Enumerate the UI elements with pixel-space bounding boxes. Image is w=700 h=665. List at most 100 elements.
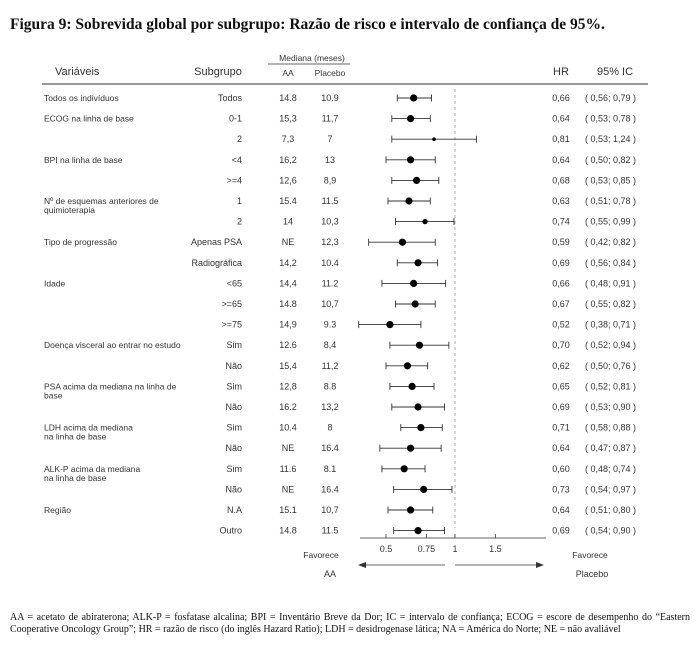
x-tick-label: 1.5 — [489, 544, 502, 554]
median-placebo: 11.5 — [322, 526, 339, 536]
ci-value: ( 0,51; 0,78 ) — [585, 196, 636, 206]
median-aa: 14,9 — [279, 320, 297, 330]
hr-value: 0,64 — [552, 443, 570, 453]
median-aa: 14.8 — [279, 526, 297, 536]
ci-value: ( 0,56; 0,79 ) — [585, 93, 636, 103]
median-placebo: 11,7 — [322, 114, 339, 124]
median-placebo: 13 — [325, 155, 335, 165]
placebo-header: Placebo — [315, 68, 346, 78]
hr-point — [408, 382, 416, 390]
variable-label: BPI na linha de base — [44, 155, 123, 165]
hr-value: 0,74 — [552, 217, 570, 227]
favors-aa-label: Favorece — [303, 550, 339, 560]
median-placebo: 13,2 — [321, 402, 339, 412]
ci-value: ( 0,48; 0,91 ) — [585, 278, 636, 288]
subgroup-label: 2 — [237, 134, 242, 144]
ci-value: ( 0,48; 0,74 ) — [585, 464, 636, 474]
median-aa: 7,3 — [282, 134, 295, 144]
hr-value: 0,70 — [552, 340, 570, 350]
x-tick-label: 0.5 — [380, 544, 393, 554]
subgroup-label: Todos — [218, 93, 243, 103]
median-aa: 15,4 — [279, 361, 297, 371]
hr-value: 0,65 — [552, 381, 570, 391]
hr-value: 0,63 — [552, 196, 570, 206]
median-aa: 14,4 — [279, 278, 297, 288]
median-placebo: 7 — [327, 134, 332, 144]
hr-point — [406, 444, 415, 452]
hr-value: 0,67 — [552, 299, 570, 309]
ci-value: ( 0,52; 0,94 ) — [585, 340, 636, 350]
variable-label: Região — [44, 505, 71, 515]
favors-aa-arrowhead — [358, 562, 366, 568]
variable-label: base — [44, 390, 63, 400]
variable-label: na linha de base — [44, 473, 107, 483]
subgroup-label: 0-1 — [229, 114, 242, 124]
hr-point — [413, 176, 421, 184]
hr-point — [405, 197, 413, 205]
median-aa: 10.4 — [279, 423, 297, 433]
forest-plot: Mediana (meses) Variáveis Subgrupo AA Pl… — [42, 53, 648, 579]
forest-rows: Todos os indivíduos Todos 14.8 10.9 0,66 ( 0,… — [44, 93, 636, 536]
subgroup-label: Não — [225, 402, 242, 412]
median-placebo: 10.9 — [321, 93, 339, 103]
variable-label: ECOG na linha de base — [44, 114, 134, 124]
x-tick-label: 0.75 — [418, 544, 436, 554]
median-aa: NE — [282, 484, 295, 494]
subgroup-label: Radiográfica — [191, 258, 242, 268]
hr-value: 0,69 — [552, 402, 570, 412]
subgroup-label: Outro — [219, 526, 242, 536]
hr-point — [403, 362, 412, 370]
median-placebo: 8.8 — [324, 381, 337, 391]
median-aa: 12.6 — [279, 340, 297, 350]
median-placebo: 8.1 — [324, 464, 337, 474]
subgroup-label: <4 — [232, 155, 242, 165]
median-aa: 15.1 — [279, 505, 297, 515]
hr-point — [386, 321, 394, 329]
hr-point — [398, 238, 407, 246]
hr-point — [420, 485, 428, 493]
ci-value: ( 0,58; 0,88 ) — [585, 423, 636, 433]
favors-placebo-label: Favorece — [572, 550, 608, 560]
ci-value: ( 0,55; 0,99 ) — [585, 217, 636, 227]
median-aa: 14.8 — [279, 299, 297, 309]
subgroup-label: Sim — [227, 464, 243, 474]
variable-label: ALK-P acima da mediana — [44, 464, 141, 474]
hr-value: 0,66 — [552, 93, 570, 103]
variable-label: Todos os indivíduos — [44, 93, 119, 103]
hr-value: 0,52 — [552, 320, 570, 330]
hr-point — [414, 527, 422, 535]
hr-value: 0,68 — [552, 175, 570, 185]
subgroup-label: Apenas PSA — [191, 237, 242, 247]
subgroup-label: Sim — [227, 423, 243, 433]
ci-value: ( 0,52; 0,81 ) — [585, 381, 636, 391]
subgroup-label: >=4 — [226, 175, 242, 185]
ci-value: ( 0,53; 1,24 ) — [585, 134, 636, 144]
median-aa: 14 — [283, 217, 293, 227]
hr-point — [406, 115, 415, 123]
hr-value: 0,62 — [552, 361, 570, 371]
median-placebo: 12,3 — [321, 237, 339, 247]
hr-point — [415, 341, 424, 349]
subgroup-label: Não — [225, 484, 242, 494]
x-tick-label: 1 — [452, 544, 457, 554]
hr-point — [414, 259, 422, 267]
x-axis: 0.5 0.75 1 1.5 — [360, 534, 546, 554]
hr-value: 0,59 — [552, 237, 570, 247]
hr-header: HR — [553, 66, 569, 78]
median-placebo: 11.2 — [322, 278, 339, 288]
ci-value: ( 0,54; 0,97 ) — [585, 484, 636, 494]
variable-label: Tipo de progressão — [44, 237, 117, 247]
hr-point — [406, 506, 415, 514]
median-aa: NE — [282, 237, 295, 247]
ci-value: ( 0,42; 0,82 ) — [585, 237, 636, 247]
abbreviations-footnote: AA = acetato de abiraterona; ALK-P = fos… — [10, 612, 690, 635]
median-placebo: 10,7 — [321, 299, 339, 309]
subgroup-label: Sim — [227, 381, 243, 391]
hr-value: 0,69 — [552, 258, 570, 268]
subgroup-label: N.A — [227, 505, 242, 515]
ci-value: ( 0,51; 0,80 ) — [585, 505, 636, 515]
favors-placebo-arm: Placebo — [576, 569, 609, 579]
ci-value: ( 0,38; 0,71 ) — [585, 320, 636, 330]
subgroup-label: >=75 — [221, 320, 242, 330]
median-placebo: 10.4 — [321, 258, 339, 268]
